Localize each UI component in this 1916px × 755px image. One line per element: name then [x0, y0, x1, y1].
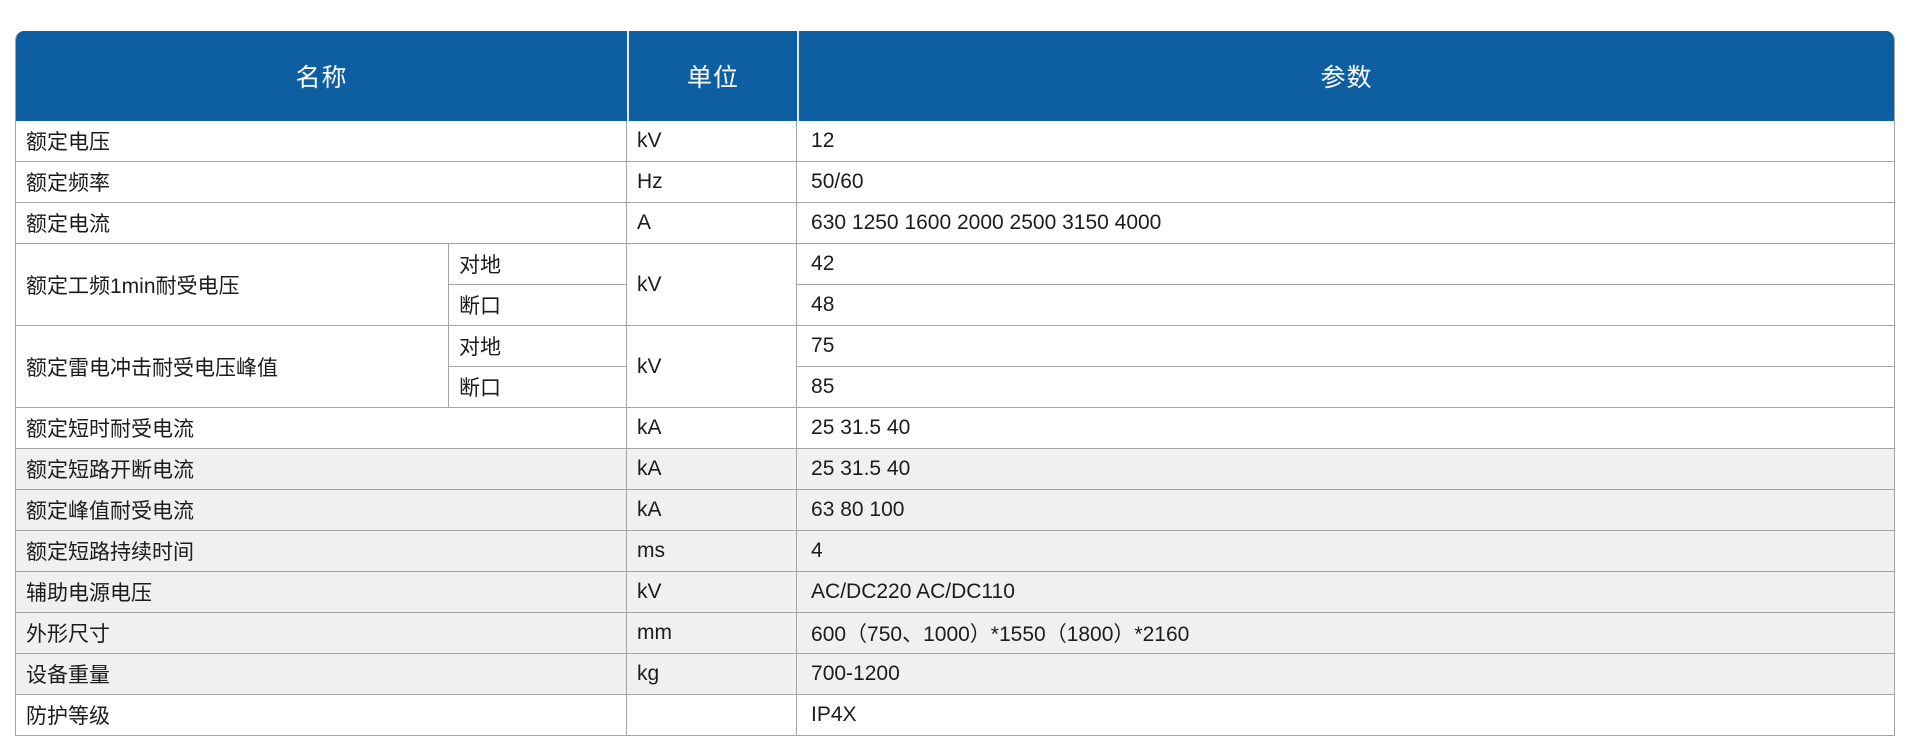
spec-table: 名称 单位 参数 额定电压 kV 12 额定频率 Hz 50/60 额定电流 A…	[16, 31, 1894, 736]
row-rated-current: 额定电流 A 630 1250 1600 2000 2500 3150 4000	[16, 203, 1894, 244]
param-cell: 25 31.5 40	[797, 449, 1894, 490]
param-cell: 4	[797, 531, 1894, 572]
spec-table-container: 名称 单位 参数 额定电压 kV 12 额定频率 Hz 50/60 额定电流 A…	[15, 31, 1895, 736]
param-cell: 600（750、1000）*1550（1800）*2160	[797, 613, 1894, 654]
name-cell: 额定电压	[16, 121, 628, 162]
row-lightning-impulse-break: 断口 85	[16, 367, 1894, 408]
unit-cell: kA	[627, 490, 798, 531]
unit-cell: kV	[627, 244, 798, 326]
unit-cell: kV	[627, 121, 798, 162]
param-cell: 25 31.5 40	[797, 408, 1894, 449]
param-cell: 85	[797, 367, 1894, 408]
param-cell: 48	[797, 285, 1894, 326]
row-rated-voltage: 额定电压 kV 12	[16, 121, 1894, 162]
name-cell: 额定短路持续时间	[16, 531, 628, 572]
unit-cell: Hz	[627, 162, 798, 203]
unit-cell: kV	[627, 326, 798, 408]
header-name: 名称	[16, 31, 628, 121]
param-cell: AC/DC220 AC/DC110	[797, 572, 1894, 613]
row-short-time-withstand-current: 额定短时耐受电流 kA 25 31.5 40	[16, 408, 1894, 449]
name-cell: 额定雷电冲击耐受电压峰值	[16, 326, 449, 408]
row-equipment-weight: 设备重量 kg 700-1200	[16, 654, 1894, 695]
name-cell: 额定工频1min耐受电压	[16, 244, 449, 326]
unit-cell: ms	[627, 531, 798, 572]
param-cell: IP4X	[797, 695, 1894, 736]
row-rated-frequency: 额定频率 Hz 50/60	[16, 162, 1894, 203]
header-param: 参数	[797, 31, 1894, 121]
unit-cell: kg	[627, 654, 798, 695]
row-peak-withstand-current: 额定峰值耐受电流 kA 63 80 100	[16, 490, 1894, 531]
name-cell: 额定电流	[16, 203, 628, 244]
name-cell: 额定短时耐受电流	[16, 408, 628, 449]
row-short-circuit-duration: 额定短路持续时间 ms 4	[16, 531, 1894, 572]
row-auxiliary-supply-voltage: 辅助电源电压 kV AC/DC220 AC/DC110	[16, 572, 1894, 613]
param-cell: 75	[797, 326, 1894, 367]
unit-cell: kV	[627, 572, 798, 613]
sub-label-cell: 断口	[449, 367, 628, 408]
param-cell: 12	[797, 121, 1894, 162]
sub-label-cell: 对地	[449, 326, 628, 367]
row-protection-degree: 防护等级 IP4X	[16, 695, 1894, 736]
name-cell: 额定峰值耐受电流	[16, 490, 628, 531]
row-lightning-impulse-earth: 额定雷电冲击耐受电压峰值 对地 kV 75	[16, 326, 1894, 408]
name-cell: 设备重量	[16, 654, 628, 695]
sub-label-cell: 断口	[449, 285, 628, 326]
header-unit: 单位	[627, 31, 798, 121]
unit-cell: mm	[627, 613, 798, 654]
param-cell: 50/60	[797, 162, 1894, 203]
name-cell: 额定频率	[16, 162, 628, 203]
unit-cell: kA	[627, 449, 798, 490]
param-cell: 630 1250 1600 2000 2500 3150 4000	[797, 203, 1894, 244]
unit-cell	[627, 695, 798, 736]
row-overall-dimensions: 外形尺寸 mm 600（750、1000）*1550（1800）*2160	[16, 613, 1894, 654]
row-power-freq-withstand-earth: 额定工频1min耐受电压 对地 kV 42	[16, 244, 1894, 326]
row-power-freq-withstand-break: 断口 48	[16, 285, 1894, 326]
param-cell: 700-1200	[797, 654, 1894, 695]
unit-cell: kA	[627, 408, 798, 449]
name-cell: 外形尺寸	[16, 613, 628, 654]
param-cell: 63 80 100	[797, 490, 1894, 531]
name-cell: 防护等级	[16, 695, 628, 736]
row-short-circuit-breaking-current: 额定短路开断电流 kA 25 31.5 40	[16, 449, 1894, 490]
name-cell: 辅助电源电压	[16, 572, 628, 613]
name-cell: 额定短路开断电流	[16, 449, 628, 490]
param-cell: 42	[797, 244, 1894, 285]
sub-label-cell: 对地	[449, 244, 628, 285]
header-row: 名称 单位 参数	[16, 31, 1894, 121]
unit-cell: A	[627, 203, 798, 244]
